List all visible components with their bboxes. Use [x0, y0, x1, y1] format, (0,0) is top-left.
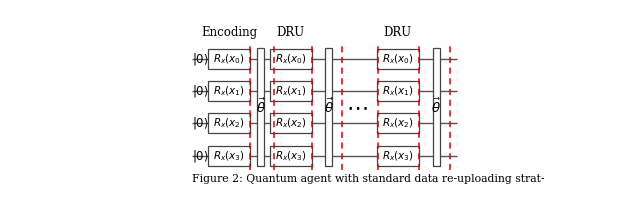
FancyBboxPatch shape — [325, 48, 332, 166]
Text: Figure 2: Quantum agent with standard data re-uploading strat-: Figure 2: Quantum agent with standard da… — [192, 174, 545, 184]
FancyBboxPatch shape — [269, 114, 312, 133]
FancyBboxPatch shape — [376, 81, 419, 101]
Text: $R_x(x_{1})$: $R_x(x_{1})$ — [275, 84, 307, 98]
Text: $|0\rangle$: $|0\rangle$ — [193, 148, 209, 164]
FancyBboxPatch shape — [269, 146, 312, 166]
FancyBboxPatch shape — [208, 146, 250, 166]
FancyBboxPatch shape — [257, 48, 264, 166]
Text: $R_x(x_{0})$: $R_x(x_{0})$ — [213, 52, 245, 66]
Text: DRU: DRU — [276, 26, 305, 39]
FancyBboxPatch shape — [376, 114, 419, 133]
Text: DRU: DRU — [383, 26, 412, 39]
Text: $\vec{\theta}$: $\vec{\theta}$ — [431, 98, 442, 116]
Text: $|0\rangle$: $|0\rangle$ — [193, 83, 209, 99]
FancyBboxPatch shape — [433, 48, 440, 166]
Text: $R_x(x_{2})$: $R_x(x_{2})$ — [275, 117, 307, 130]
Text: $\vec{\theta}$: $\vec{\theta}$ — [256, 98, 266, 116]
FancyBboxPatch shape — [269, 49, 312, 69]
Text: $R_x(x_{3})$: $R_x(x_{3})$ — [381, 149, 413, 163]
Text: $R_x(x_{3})$: $R_x(x_{3})$ — [275, 149, 307, 163]
Text: $R_x(x_{0})$: $R_x(x_{0})$ — [381, 52, 413, 66]
Text: $R_x(x_{1})$: $R_x(x_{1})$ — [381, 84, 413, 98]
Text: $\cdots$: $\cdots$ — [346, 96, 367, 118]
FancyBboxPatch shape — [208, 114, 250, 133]
Text: $R_x(x_{2})$: $R_x(x_{2})$ — [381, 117, 413, 130]
Text: Encoding: Encoding — [201, 26, 257, 39]
Text: $R_x(x_{0})$: $R_x(x_{0})$ — [275, 52, 307, 66]
Text: $|0\rangle$: $|0\rangle$ — [193, 115, 209, 131]
FancyBboxPatch shape — [208, 49, 250, 69]
FancyBboxPatch shape — [269, 81, 312, 101]
FancyBboxPatch shape — [376, 146, 419, 166]
Text: $R_x(x_{2})$: $R_x(x_{2})$ — [213, 117, 245, 130]
Text: $|0\rangle$: $|0\rangle$ — [193, 51, 209, 67]
FancyBboxPatch shape — [208, 81, 250, 101]
Text: $R_x(x_{1})$: $R_x(x_{1})$ — [213, 84, 245, 98]
FancyBboxPatch shape — [376, 49, 419, 69]
Text: $\vec{\theta}$: $\vec{\theta}$ — [324, 98, 333, 116]
Text: $R_x(x_{3})$: $R_x(x_{3})$ — [213, 149, 245, 163]
